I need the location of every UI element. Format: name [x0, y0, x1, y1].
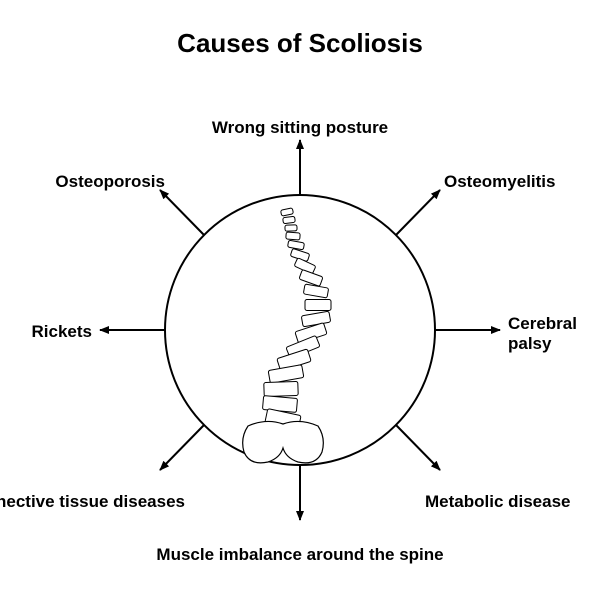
vertebra-10: [301, 311, 330, 327]
vertebra-3: [286, 232, 300, 240]
label-left: Rickets: [32, 322, 92, 342]
arrow-top-right: [396, 190, 440, 235]
vertebra-0: [281, 208, 294, 216]
vertebra-9: [305, 300, 331, 311]
label-right: Cerebral palsy: [508, 314, 577, 353]
vertebra-1: [283, 216, 296, 223]
arrow-top-left: [160, 190, 204, 235]
label-bottom-left: Connective tissue diseases: [0, 492, 185, 512]
label-bottom: Muscle imbalance around the spine: [156, 545, 443, 565]
spine-group: [243, 208, 331, 463]
pelvis: [243, 421, 324, 462]
vertebra-2: [285, 225, 297, 231]
label-top-left: Osteoporosis: [55, 172, 165, 192]
label-bottom-right: Metabolic disease: [425, 492, 571, 512]
vertebra-15: [264, 381, 298, 396]
vertebra-14: [268, 365, 304, 384]
arrow-bottom-right: [396, 425, 440, 470]
label-top-right: Osteomyelitis: [444, 172, 556, 192]
arrow-bottom-left: [160, 425, 204, 470]
vertebra-4: [288, 240, 305, 250]
vertebra-8: [303, 284, 328, 298]
label-top: Wrong sitting posture: [212, 118, 388, 138]
